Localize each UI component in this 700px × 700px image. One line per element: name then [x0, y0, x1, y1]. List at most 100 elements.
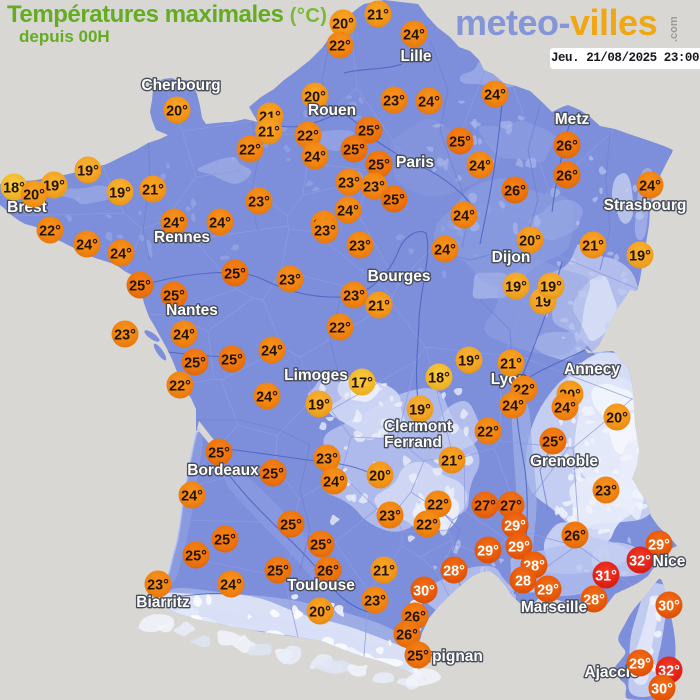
svg-text:18°: 18°: [3, 181, 25, 197]
svg-text:30°: 30°: [658, 599, 680, 615]
svg-text:25°: 25°: [343, 143, 365, 159]
svg-text:21°: 21°: [368, 299, 390, 315]
svg-text:24°: 24°: [337, 204, 359, 220]
svg-text:30°: 30°: [413, 584, 435, 600]
svg-text:25°: 25°: [221, 353, 243, 369]
svg-text:25°: 25°: [383, 193, 405, 209]
svg-text:19°: 19°: [308, 398, 330, 414]
svg-text:22°: 22°: [477, 425, 499, 441]
svg-text:20°: 20°: [304, 90, 326, 106]
svg-text:24°: 24°: [554, 401, 576, 417]
svg-text:21°: 21°: [500, 357, 522, 373]
svg-text:24°: 24°: [418, 95, 440, 111]
svg-text:25°: 25°: [214, 533, 236, 549]
svg-text:28: 28: [515, 574, 531, 590]
svg-text:23°: 23°: [147, 578, 169, 594]
svg-text:Lille: Lille: [400, 48, 431, 65]
svg-text:19°: 19°: [505, 280, 527, 296]
svg-text:25°: 25°: [358, 124, 380, 140]
svg-text:29°: 29°: [504, 519, 526, 535]
svg-text:19°: 19°: [109, 186, 131, 202]
svg-text:25°: 25°: [129, 279, 151, 295]
svg-text:22°: 22°: [39, 224, 61, 240]
svg-text:24°: 24°: [469, 159, 491, 175]
svg-text:Nice: Nice: [653, 553, 686, 570]
svg-text:Annecy: Annecy: [564, 361, 620, 378]
svg-text:17°: 17°: [351, 376, 373, 392]
svg-text:29°: 29°: [629, 657, 651, 673]
svg-text:24°: 24°: [502, 399, 524, 415]
svg-text:Grenoble: Grenoble: [530, 453, 598, 470]
svg-text:Toulouse: Toulouse: [287, 577, 355, 594]
svg-text:29°: 29°: [477, 544, 499, 560]
svg-text:25°: 25°: [368, 158, 390, 174]
svg-text:21°: 21°: [441, 454, 463, 470]
svg-text:22°: 22°: [239, 143, 261, 159]
svg-text:26°: 26°: [556, 139, 578, 155]
svg-text:31°: 31°: [595, 569, 617, 585]
svg-text:22°: 22°: [329, 321, 351, 337]
svg-text:23°: 23°: [364, 594, 386, 610]
svg-text:29°: 29°: [648, 538, 670, 554]
svg-text:19°: 19°: [43, 179, 65, 195]
svg-text:24°: 24°: [181, 489, 203, 505]
svg-text:23°: 23°: [248, 195, 270, 211]
svg-text:25°: 25°: [542, 435, 564, 451]
svg-text:23°: 23°: [316, 452, 338, 468]
svg-text:23°: 23°: [314, 224, 336, 240]
svg-text:19°: 19°: [409, 403, 431, 419]
svg-text:24°: 24°: [110, 247, 132, 263]
svg-text:29°: 29°: [508, 540, 530, 556]
svg-text:23°: 23°: [595, 484, 617, 500]
svg-text:Rennes: Rennes: [154, 229, 210, 246]
svg-text:19°: 19°: [540, 280, 562, 296]
svg-text:24°: 24°: [639, 179, 661, 195]
svg-text:24°: 24°: [209, 216, 231, 232]
svg-text:25°: 25°: [163, 289, 185, 305]
svg-text:25°: 25°: [267, 564, 289, 580]
svg-text:Nantes: Nantes: [166, 302, 218, 319]
svg-text:Strasbourg: Strasbourg: [604, 197, 687, 214]
svg-text:24°: 24°: [403, 28, 425, 44]
svg-text:21°: 21°: [373, 564, 395, 580]
svg-text:27°: 27°: [500, 499, 522, 515]
svg-text:Rouen: Rouen: [308, 102, 356, 119]
svg-text:23°: 23°: [114, 328, 136, 344]
svg-text:Metz: Metz: [555, 111, 590, 128]
svg-text:28°: 28°: [443, 564, 465, 580]
svg-text:20°: 20°: [309, 605, 331, 621]
svg-text:20°: 20°: [369, 469, 391, 485]
svg-text:26°: 26°: [317, 564, 339, 580]
svg-text:23°: 23°: [383, 94, 405, 110]
svg-text:23°: 23°: [279, 273, 301, 289]
svg-text:Biarritz: Biarritz: [136, 594, 190, 611]
svg-text:21°: 21°: [582, 239, 604, 255]
svg-text:20°: 20°: [606, 411, 628, 427]
svg-text:25°: 25°: [224, 267, 246, 283]
svg-text:25°: 25°: [208, 446, 230, 462]
svg-text:32°: 32°: [629, 554, 651, 570]
svg-text:22°: 22°: [427, 498, 449, 514]
svg-text:Ajaccio: Ajaccio: [584, 664, 639, 681]
svg-text:24°: 24°: [323, 475, 345, 491]
svg-text:23°: 23°: [349, 239, 371, 255]
svg-text:26°: 26°: [556, 169, 578, 185]
svg-text:23°: 23°: [343, 289, 365, 305]
svg-text:22°: 22°: [169, 379, 191, 395]
svg-text:20°: 20°: [332, 17, 354, 33]
svg-text:25°: 25°: [262, 467, 284, 483]
svg-text:24°: 24°: [484, 88, 506, 104]
svg-text:21°: 21°: [258, 125, 280, 141]
svg-text:25°: 25°: [310, 538, 332, 554]
svg-text:20°: 20°: [166, 104, 188, 120]
svg-text:24°: 24°: [261, 344, 283, 360]
svg-text:23°: 23°: [379, 509, 401, 525]
svg-text:Bourges: Bourges: [368, 268, 431, 285]
svg-text:26°: 26°: [504, 184, 526, 200]
svg-text:Cherbourg: Cherbourg: [141, 77, 220, 94]
svg-text:19°: 19°: [458, 354, 480, 370]
svg-text:24°: 24°: [434, 243, 456, 259]
svg-text:24°: 24°: [304, 150, 326, 166]
svg-text:19°: 19°: [629, 249, 651, 265]
svg-text:19°: 19°: [77, 164, 99, 180]
